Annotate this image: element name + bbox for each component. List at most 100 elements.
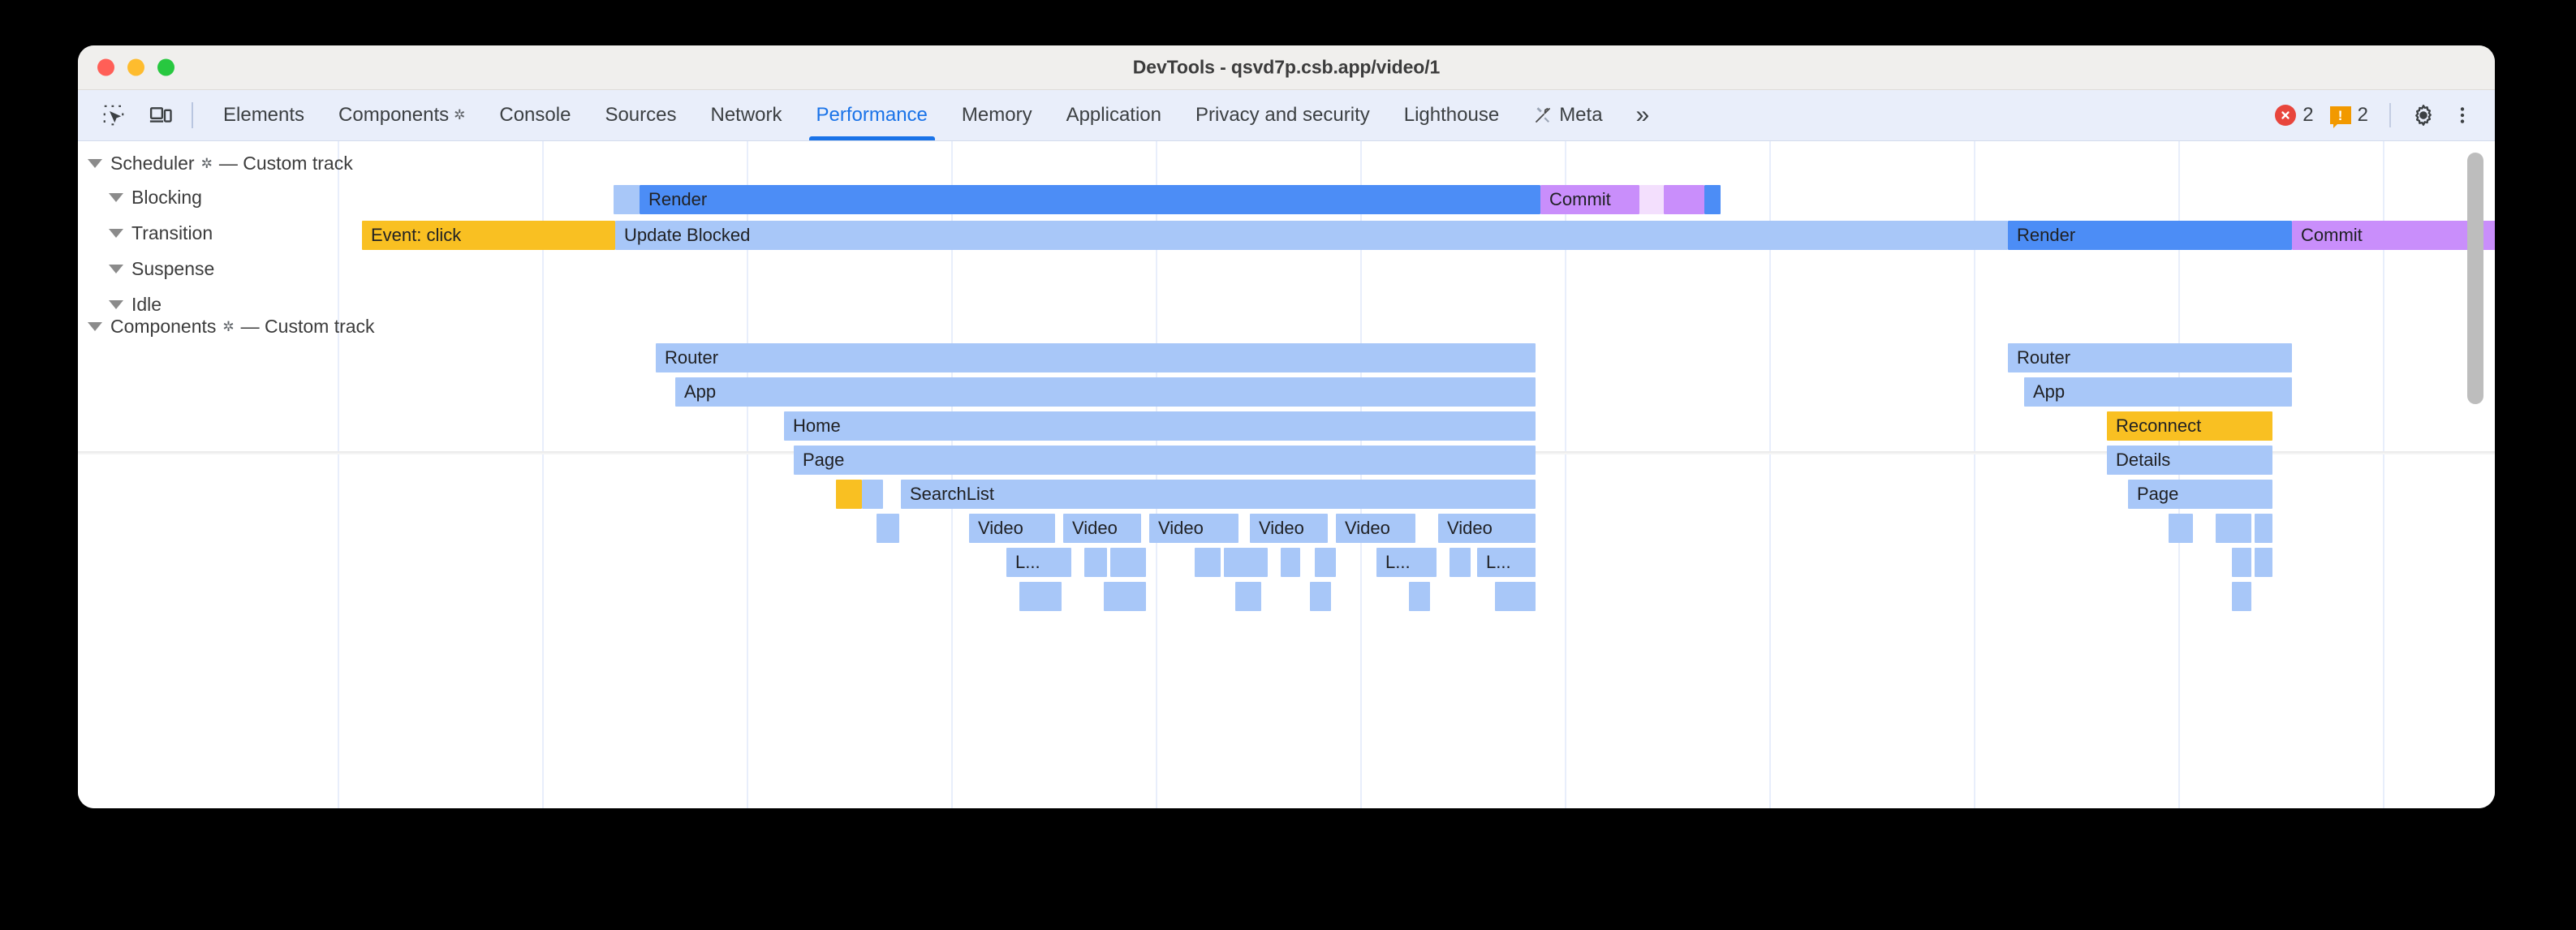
maximize-window-button[interactable] <box>157 58 174 76</box>
device-toolbar-icon[interactable] <box>143 97 179 133</box>
flame-bar-component[interactable]: Page <box>794 446 1536 475</box>
chevron-down-icon[interactable] <box>109 265 123 273</box>
flame-bar-component[interactable] <box>2255 514 2272 543</box>
flame-bar-label: Page <box>2137 484 2179 504</box>
flame-bar-component[interactable]: Video <box>1336 514 1415 543</box>
track-label-scheduler[interactable]: Scheduler ✲ — Custom track <box>88 153 353 174</box>
track-label-components[interactable]: Components ✲ — Custom track <box>88 316 375 338</box>
flame-bar-component[interactable] <box>1235 582 1261 611</box>
flame-bar-component[interactable]: Router <box>656 343 1536 372</box>
flame-bar-component[interactable] <box>1110 548 1146 577</box>
tab-label: Lighthouse <box>1403 104 1500 126</box>
flame-bar-blocking[interactable] <box>1704 185 1721 214</box>
flame-bar-component[interactable]: Video <box>1149 514 1238 543</box>
flame-bar-component[interactable]: Video <box>1063 514 1141 543</box>
tab-application[interactable]: Application <box>1049 90 1178 140</box>
flame-bar-component[interactable] <box>877 514 899 543</box>
warning-counter[interactable]: ! 2 <box>2324 104 2375 128</box>
flame-bar-component[interactable]: App <box>2024 377 2292 407</box>
minimize-window-button[interactable] <box>127 58 144 76</box>
chevron-down-icon[interactable] <box>109 229 123 238</box>
track-label-suspense[interactable]: Suspense <box>109 258 214 280</box>
track-suffix: — Custom track <box>218 153 353 174</box>
tab-label: Network <box>710 104 782 126</box>
flame-bar-component[interactable] <box>1104 582 1146 611</box>
flame-bar-component[interactable]: Home <box>784 411 1536 441</box>
flame-bar-component[interactable] <box>1281 548 1300 577</box>
flame-bar-component[interactable] <box>1224 548 1268 577</box>
flame-bar-component[interactable]: L... <box>1376 548 1437 577</box>
chevron-down-icon[interactable] <box>109 193 123 202</box>
wrench-icon <box>1533 105 1553 125</box>
track-name: Components <box>110 316 217 337</box>
tab-network[interactable]: Network <box>693 90 799 140</box>
error-counter[interactable]: 2 <box>2268 104 2320 127</box>
flame-bar-component[interactable] <box>2232 582 2251 611</box>
track-label-idle[interactable]: Idle <box>109 294 162 316</box>
flame-bar-component[interactable]: L... <box>1006 548 1071 577</box>
track-label-blocking[interactable]: Blocking <box>109 187 202 209</box>
flame-bar-component[interactable] <box>2169 514 2193 543</box>
flame-bar-blocking[interactable] <box>1639 185 1664 214</box>
flame-bar-transition[interactable]: Update Blocked <box>615 221 2008 250</box>
devtools-window: DevTools - qsvd7p.csb.app/video/1 Elemen… <box>78 45 2495 808</box>
flame-bar-component[interactable]: App <box>675 377 1536 407</box>
flame-bar-component[interactable] <box>1495 582 1536 611</box>
flame-bar-component[interactable] <box>1315 548 1336 577</box>
flame-bar-label: Update Blocked <box>624 225 751 245</box>
flame-bar-component[interactable]: Video <box>969 514 1055 543</box>
close-window-button[interactable] <box>97 58 114 76</box>
flame-bar-component[interactable] <box>1084 548 1107 577</box>
flame-bar-component[interactable]: L... <box>1477 548 1536 577</box>
flame-bar-component[interactable] <box>2255 548 2272 577</box>
flame-bar-blocking[interactable]: Render <box>640 185 1540 214</box>
flame-bar-component[interactable] <box>1450 548 1471 577</box>
flame-bar-component[interactable] <box>1019 582 1062 611</box>
flame-bar-label: Router <box>2017 347 2071 368</box>
tab-performance[interactable]: Performance <box>799 90 945 140</box>
tab-memory[interactable]: Memory <box>945 90 1049 140</box>
flame-bar-blocking[interactable]: Commit <box>1540 185 1639 214</box>
flame-bar-transition[interactable]: Render <box>2008 221 2292 250</box>
vertical-scrollbar[interactable] <box>2467 153 2483 404</box>
flame-bar-component[interactable] <box>836 480 862 509</box>
error-icon <box>2275 105 2297 126</box>
flame-bar-component[interactable] <box>2216 514 2251 543</box>
kebab-menu-icon[interactable] <box>2445 97 2480 133</box>
tab-lighthouse[interactable]: Lighthouse <box>1387 90 1516 140</box>
performance-timeline-panel[interactable]: Scheduler ✲ — Custom track Blocking Tran… <box>78 141 2495 808</box>
tab-sources[interactable]: Sources <box>588 90 693 140</box>
flame-bar-component[interactable]: SearchList <box>901 480 1536 509</box>
tab-console[interactable]: Console <box>482 90 588 140</box>
track-label-transition[interactable]: Transition <box>109 222 213 244</box>
flame-bar-component[interactable]: Router <box>2008 343 2292 372</box>
flame-bar-component[interactable] <box>1310 582 1331 611</box>
flame-bar-component[interactable]: Details <box>2107 446 2272 475</box>
error-count: 2 <box>2302 104 2314 126</box>
flame-bar-blocking[interactable] <box>614 185 640 214</box>
more-tabs-button[interactable]: » <box>1635 101 1650 128</box>
flame-bar-component[interactable]: Video <box>1438 514 1536 543</box>
flame-bar-component[interactable]: Video <box>1250 514 1328 543</box>
tab-components[interactable]: Components ✲ <box>321 90 482 140</box>
flame-bar-component[interactable] <box>2232 548 2251 577</box>
flame-bar-transition[interactable]: Commit <box>2292 221 2495 250</box>
flame-bar-component[interactable]: Reconnect <box>2107 411 2272 441</box>
tab-privacy-and-security[interactable]: Privacy and security <box>1178 90 1387 140</box>
flame-bar-label: Video <box>1345 518 1390 538</box>
inspect-element-icon[interactable] <box>96 97 131 133</box>
chevron-down-icon[interactable] <box>88 159 102 168</box>
flame-bar-component[interactable]: Page <box>2128 480 2272 509</box>
flame-bar-component[interactable] <box>862 480 883 509</box>
flame-bar-label: Page <box>803 450 845 470</box>
flame-bar-component[interactable] <box>1195 548 1221 577</box>
flame-bar-blocking[interactable] <box>1664 185 1704 214</box>
flame-bar-transition[interactable]: Event: click <box>362 221 615 250</box>
flame-bar-component[interactable] <box>1409 582 1430 611</box>
tab-label: Performance <box>816 104 928 126</box>
tab-meta[interactable]: Meta <box>1516 90 1619 140</box>
gear-icon[interactable] <box>2406 97 2441 133</box>
tab-elements[interactable]: Elements <box>206 90 321 140</box>
chevron-down-icon[interactable] <box>109 300 123 309</box>
chevron-down-icon[interactable] <box>88 322 102 331</box>
